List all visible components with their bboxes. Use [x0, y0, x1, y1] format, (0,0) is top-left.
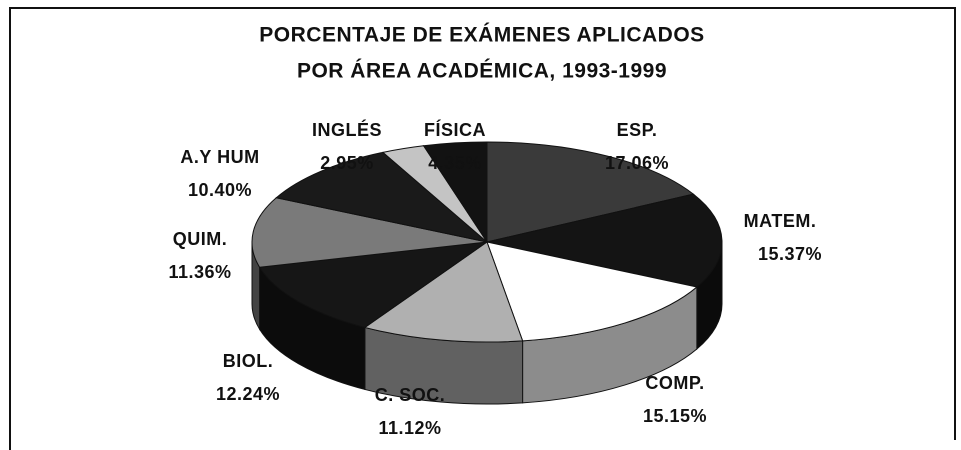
value-label: 2.95% [320, 153, 374, 173]
category-label: MATEM. [744, 211, 817, 231]
value-label: 11.12% [378, 418, 441, 438]
frame [9, 7, 956, 450]
category-label: C. SOC. [375, 385, 446, 405]
pie-slice [486, 141, 695, 243]
pie-slice [258, 241, 488, 328]
pie-slice [486, 241, 698, 342]
value-label: 15.37% [758, 244, 822, 264]
category-label: COMP. [645, 373, 704, 393]
pie-slice [486, 193, 723, 288]
value-label: 11.36% [168, 262, 231, 282]
category-label: A.Y HUM [180, 147, 259, 167]
value-label: 4.35% [428, 153, 482, 173]
category-label: QUIM. [173, 229, 228, 249]
chart-title: POR ÁREA ACADÉMICA, 1993-1999 [297, 60, 667, 83]
category-label: BIOL. [223, 351, 274, 371]
pie [251, 141, 723, 405]
pie-slice [275, 151, 488, 243]
value-label: 12.24% [216, 384, 280, 404]
category-label: INGLÉS [312, 119, 382, 140]
value-label: 17.06% [605, 153, 669, 173]
category-label: FÍSICA [424, 119, 486, 140]
value-label: 15.15% [643, 406, 707, 426]
chart-title: PORCENTAJE DE EXÁMENES APLICADOS [259, 24, 704, 47]
pie-slice [363, 241, 524, 343]
labels: ESP. 17.06% MATEM. 15.37% COMP. 15.15% C. SOC.… [168, 119, 822, 438]
category-label: ESP. [617, 120, 658, 140]
pie-slice [251, 197, 488, 268]
value-label: 10.40% [188, 180, 252, 200]
pie-slice [422, 141, 488, 244]
